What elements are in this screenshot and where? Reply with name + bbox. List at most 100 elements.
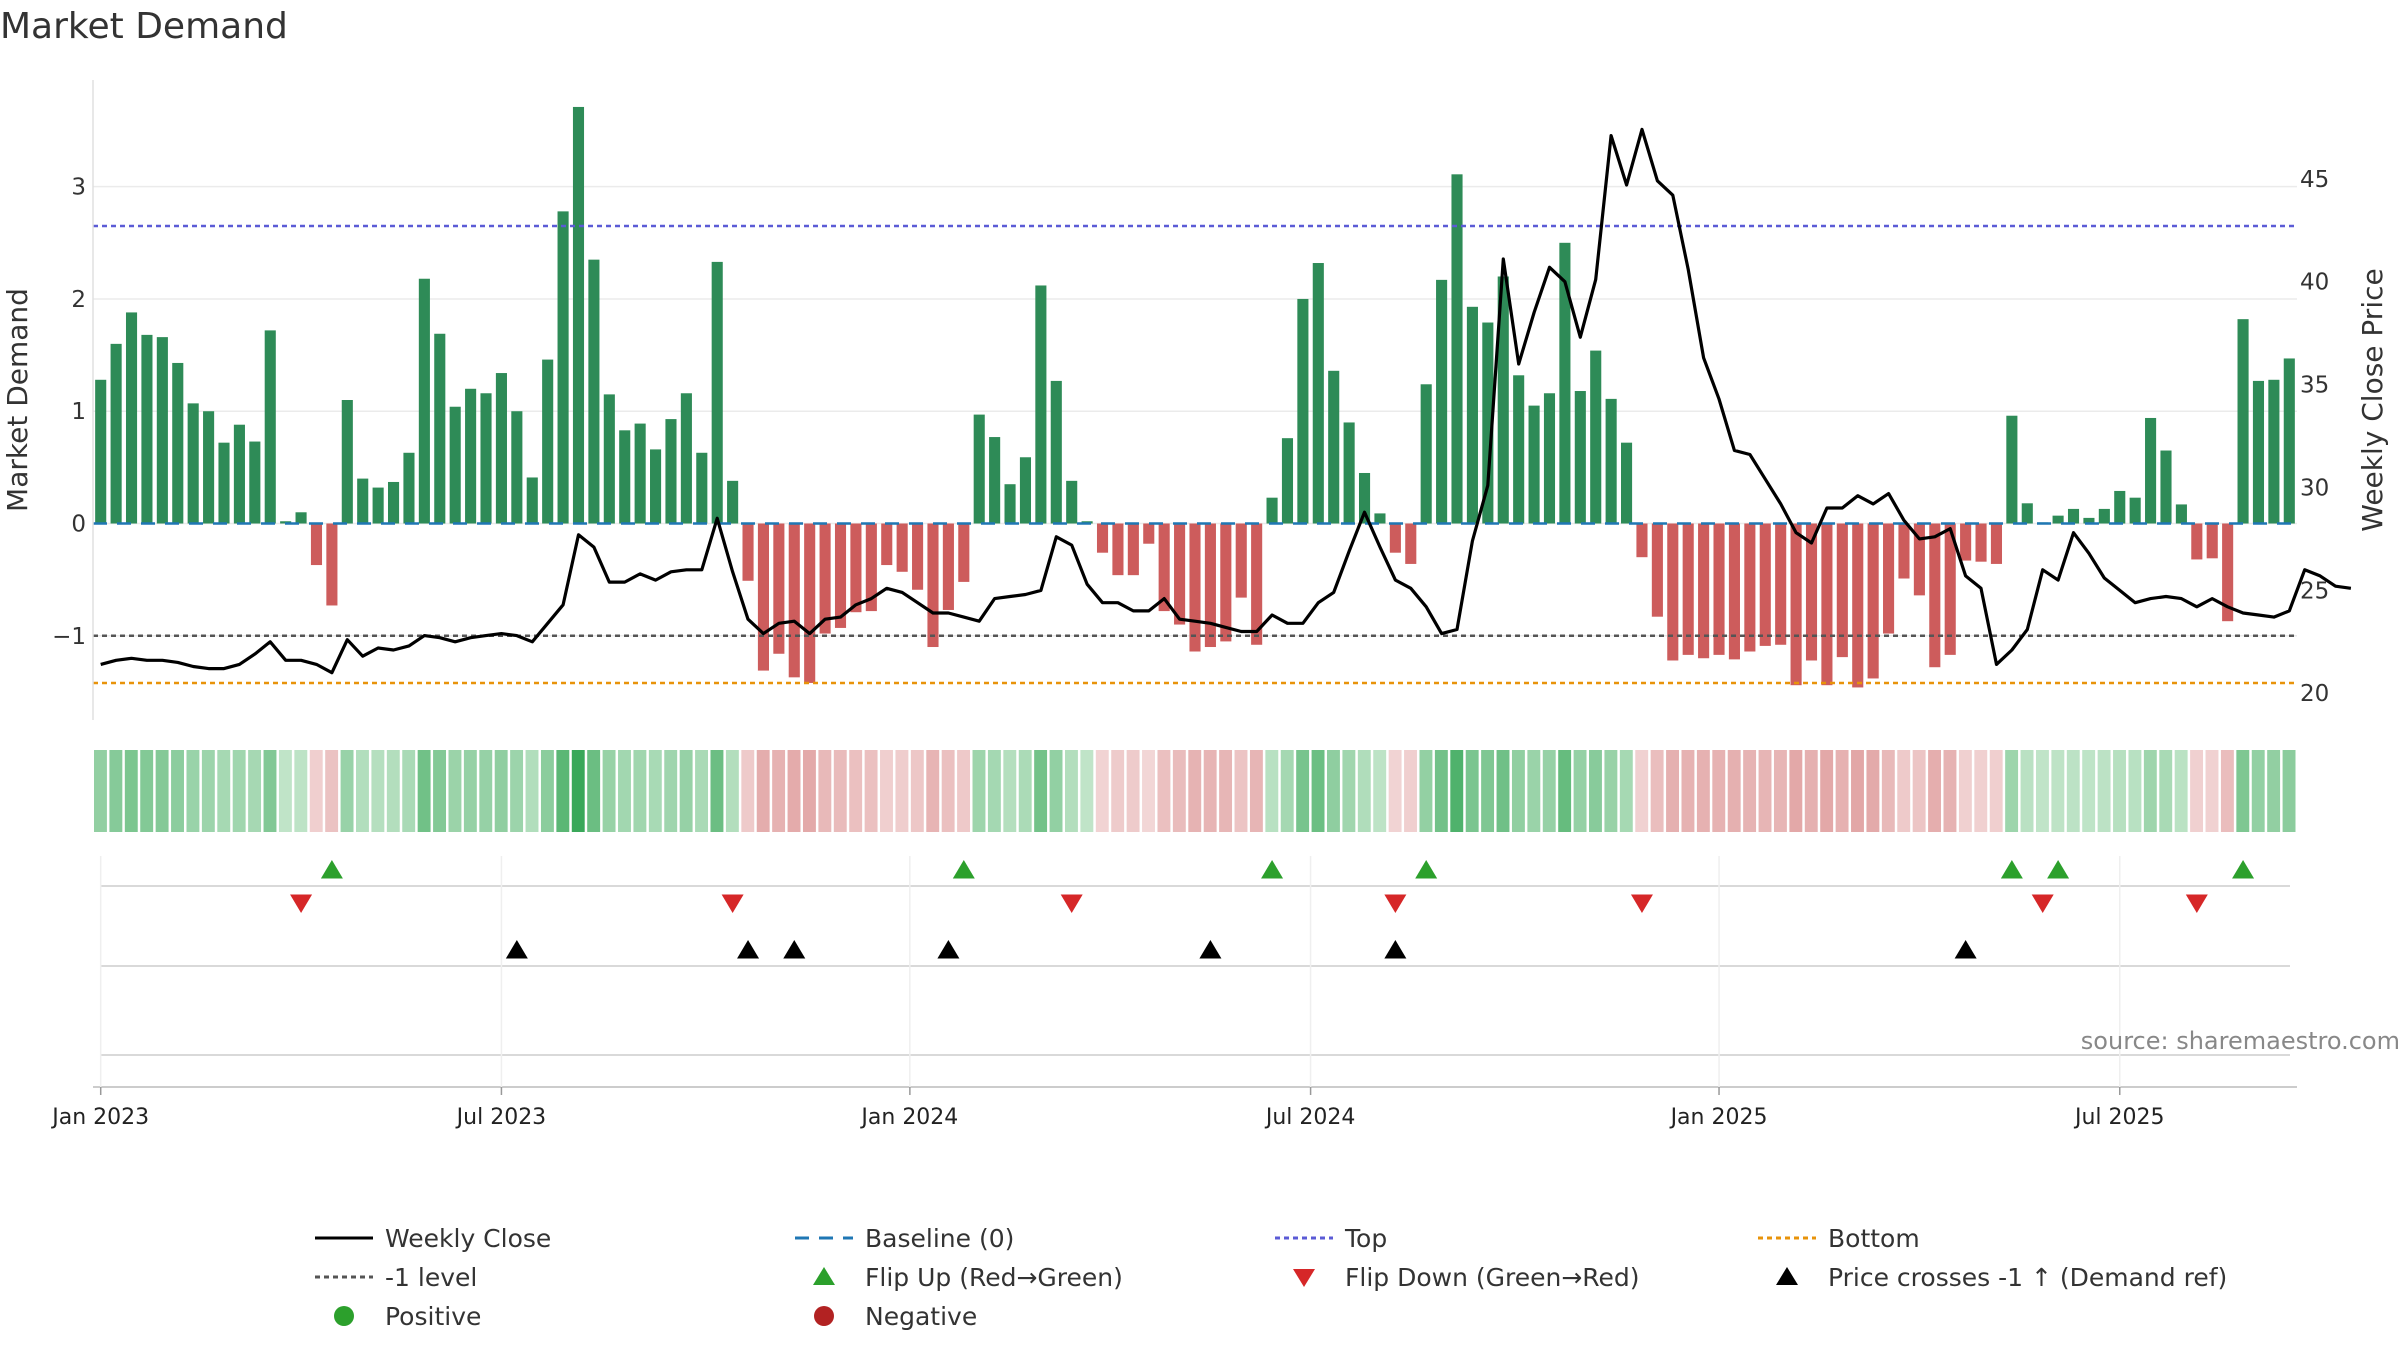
- heat-cell-negative: [1881, 750, 1895, 832]
- positive-bar: [1497, 276, 1509, 524]
- x-tick-label: Jul 2025: [2073, 1105, 2165, 1130]
- heat-cell-negative: [910, 750, 924, 832]
- heat-cell-positive: [201, 750, 215, 832]
- flip-up-marker: [1261, 860, 1284, 879]
- heat-cell-positive: [1373, 750, 1387, 832]
- heat-cell-negative: [756, 750, 770, 832]
- positive-bar: [2237, 319, 2249, 524]
- legend-label: Weekly Close: [385, 1224, 551, 1253]
- negative-bar: [1174, 523, 1186, 625]
- heat-cell-positive: [494, 750, 508, 832]
- heat-cell-positive: [433, 750, 446, 832]
- heat-cell-negative: [1712, 750, 1726, 832]
- heat-cell-positive: [2113, 750, 2126, 832]
- flip-down-marker: [2031, 894, 2054, 913]
- y-left-tick-label: 2: [71, 287, 86, 313]
- x-tick-label: Jul 2023: [455, 1105, 547, 1130]
- positive-bar: [572, 106, 585, 524]
- positive-bar: [1358, 472, 1371, 524]
- x-tick-label: Jan 2023: [50, 1105, 149, 1130]
- negative-bar: [788, 523, 800, 678]
- heat-cell-negative: [880, 750, 893, 832]
- heat-cell-negative: [1249, 750, 1263, 832]
- positive-bar: [2021, 503, 2033, 524]
- positive-bar: [465, 388, 477, 524]
- negative-bar: [834, 523, 847, 628]
- heat-cell-positive: [1034, 750, 1048, 832]
- heat-cell-positive: [525, 750, 539, 832]
- positive-bar: [264, 330, 276, 524]
- flip-down-marker: [1384, 894, 1407, 913]
- positive-bar: [2160, 450, 2172, 524]
- heat-cell-positive: [1496, 750, 1510, 832]
- heat-cell-negative: [1835, 750, 1849, 832]
- negative-bar: [1821, 523, 1833, 686]
- positive-bar: [557, 211, 569, 524]
- heat-cell-positive: [1527, 750, 1541, 832]
- flip-down-marker: [2185, 894, 2208, 913]
- heat-cell-positive: [1619, 750, 1633, 832]
- heat-cell-negative: [1388, 750, 1402, 832]
- heat-cell-positive: [1327, 750, 1340, 832]
- positive-bar: [650, 449, 662, 524]
- heat-cell-positive: [479, 750, 493, 832]
- negative-bar: [757, 523, 769, 671]
- heat-cell-positive: [1450, 750, 1464, 832]
- positive-bar: [357, 478, 369, 524]
- price-cross-marker: [1954, 940, 1977, 959]
- heat-cell-negative: [2205, 750, 2219, 832]
- legend-item: Bottom: [1758, 1224, 1920, 1253]
- positive-bar: [1004, 484, 1016, 524]
- heat-cell-negative: [1203, 750, 1217, 832]
- negative-bar: [1728, 523, 1740, 660]
- heat-cell-positive: [664, 750, 678, 832]
- heat-cell-negative: [741, 750, 755, 832]
- positive-bar: [1528, 405, 1540, 524]
- flip-up-marker: [320, 860, 343, 879]
- positive-bar: [542, 359, 554, 524]
- positive-bar: [233, 424, 245, 524]
- y-right-tick-label: 20: [2300, 681, 2329, 707]
- positive-bar: [372, 487, 384, 524]
- positive-bar: [95, 379, 107, 524]
- heat-cell-positive: [695, 750, 709, 832]
- heat-cell-positive: [1064, 750, 1078, 832]
- positive-bar: [2052, 515, 2064, 524]
- price-line-layer: [100, 127, 2352, 675]
- negative-bar: [2206, 523, 2218, 559]
- heat-cell-negative: [1943, 750, 1957, 832]
- price-cross-marker: [937, 940, 960, 959]
- legend-item: Flip Up (Red→Green): [813, 1263, 1123, 1292]
- positive-bar: [526, 477, 538, 524]
- heat-cell-positive: [972, 750, 986, 832]
- negative-bar: [1805, 523, 1818, 661]
- heat-cell-positive: [571, 750, 585, 832]
- heat-cell-positive: [1280, 750, 1294, 832]
- price-cross-marker: [783, 940, 806, 959]
- heat-cell-positive: [2082, 750, 2096, 832]
- heat-cell-negative: [1188, 750, 1202, 832]
- heat-cell-negative: [1897, 750, 1911, 832]
- positive-bar: [696, 452, 708, 524]
- y-axis-label-right: Weekly Close Price: [2356, 268, 2389, 531]
- positive-bar: [434, 333, 446, 524]
- negative-bar: [1944, 523, 1956, 655]
- positive-bar: [1605, 398, 1617, 524]
- heat-cell-positive: [217, 750, 231, 832]
- heat-cell-negative: [309, 750, 323, 832]
- heat-cell-negative: [802, 750, 816, 832]
- negative-bar: [1913, 523, 1925, 596]
- heat-cell-positive: [463, 750, 477, 832]
- negative-bar: [1960, 523, 1972, 561]
- heat-cell-positive: [2282, 750, 2296, 832]
- positive-bar: [1574, 391, 1586, 524]
- heat-cell-negative: [849, 750, 863, 832]
- flip-down-marker: [290, 894, 313, 913]
- legend-item: Flip Down (Green→Red): [1293, 1263, 1640, 1292]
- heat-cell-positive: [124, 750, 138, 832]
- positive-bar: [1066, 480, 1078, 524]
- negative-bar: [1898, 523, 1910, 579]
- x-tick-label: Jan 2024: [859, 1105, 958, 1130]
- negative-bar: [881, 523, 893, 566]
- positive-bar: [680, 393, 692, 524]
